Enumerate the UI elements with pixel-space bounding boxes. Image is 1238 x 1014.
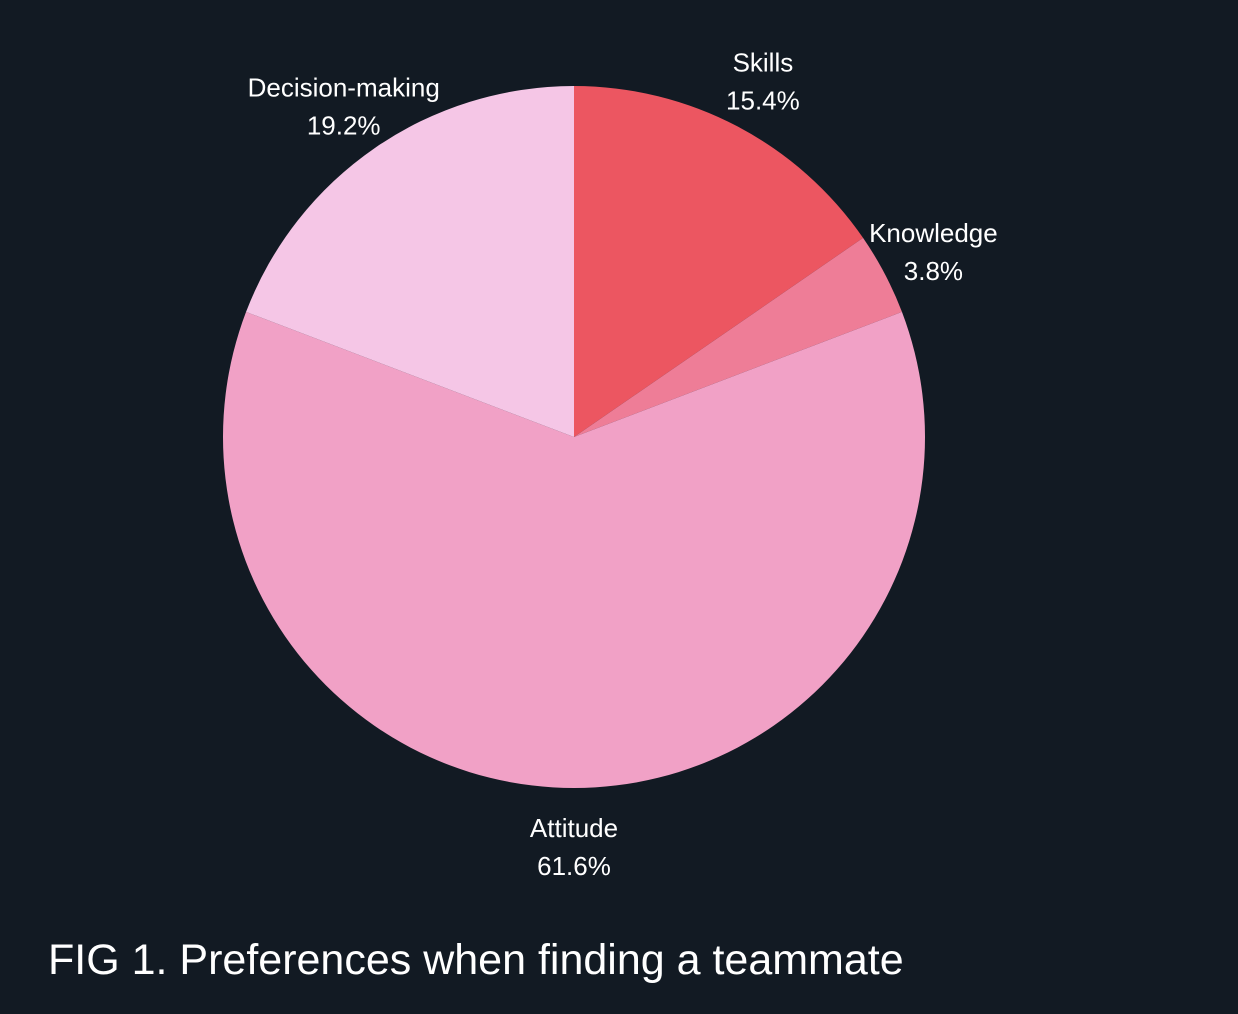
slice-value-attitude: 61.6% [537, 851, 611, 881]
slice-label-attitude: Attitude [530, 813, 618, 843]
figure-caption: FIG 1. Preferences when finding a teamma… [48, 936, 904, 984]
slice-value-knowledge: 3.8% [904, 256, 963, 286]
pie-slice-skills [574, 86, 864, 437]
pie-slice-attitude [222, 311, 925, 788]
pie-chart: Skills 15.4% Knowledge 3.8% Attitude 61.6% Dec… [222, 48, 998, 881]
slice-value-skills: 15.4% [726, 86, 800, 116]
pie-slice-decision-making [246, 86, 575, 437]
slice-label-knowledge: Knowledge [869, 218, 998, 248]
pie-slices [222, 86, 925, 788]
pie-labels: Skills 15.4% Knowledge 3.8% Attitude 61.6% Dec… [248, 48, 998, 881]
pie-slice-knowledge [574, 237, 902, 437]
slice-label-decision-making: Decision-making [248, 73, 440, 103]
slice-label-skills: Skills [733, 48, 794, 78]
slice-value-decision-making: 19.2% [307, 111, 381, 141]
